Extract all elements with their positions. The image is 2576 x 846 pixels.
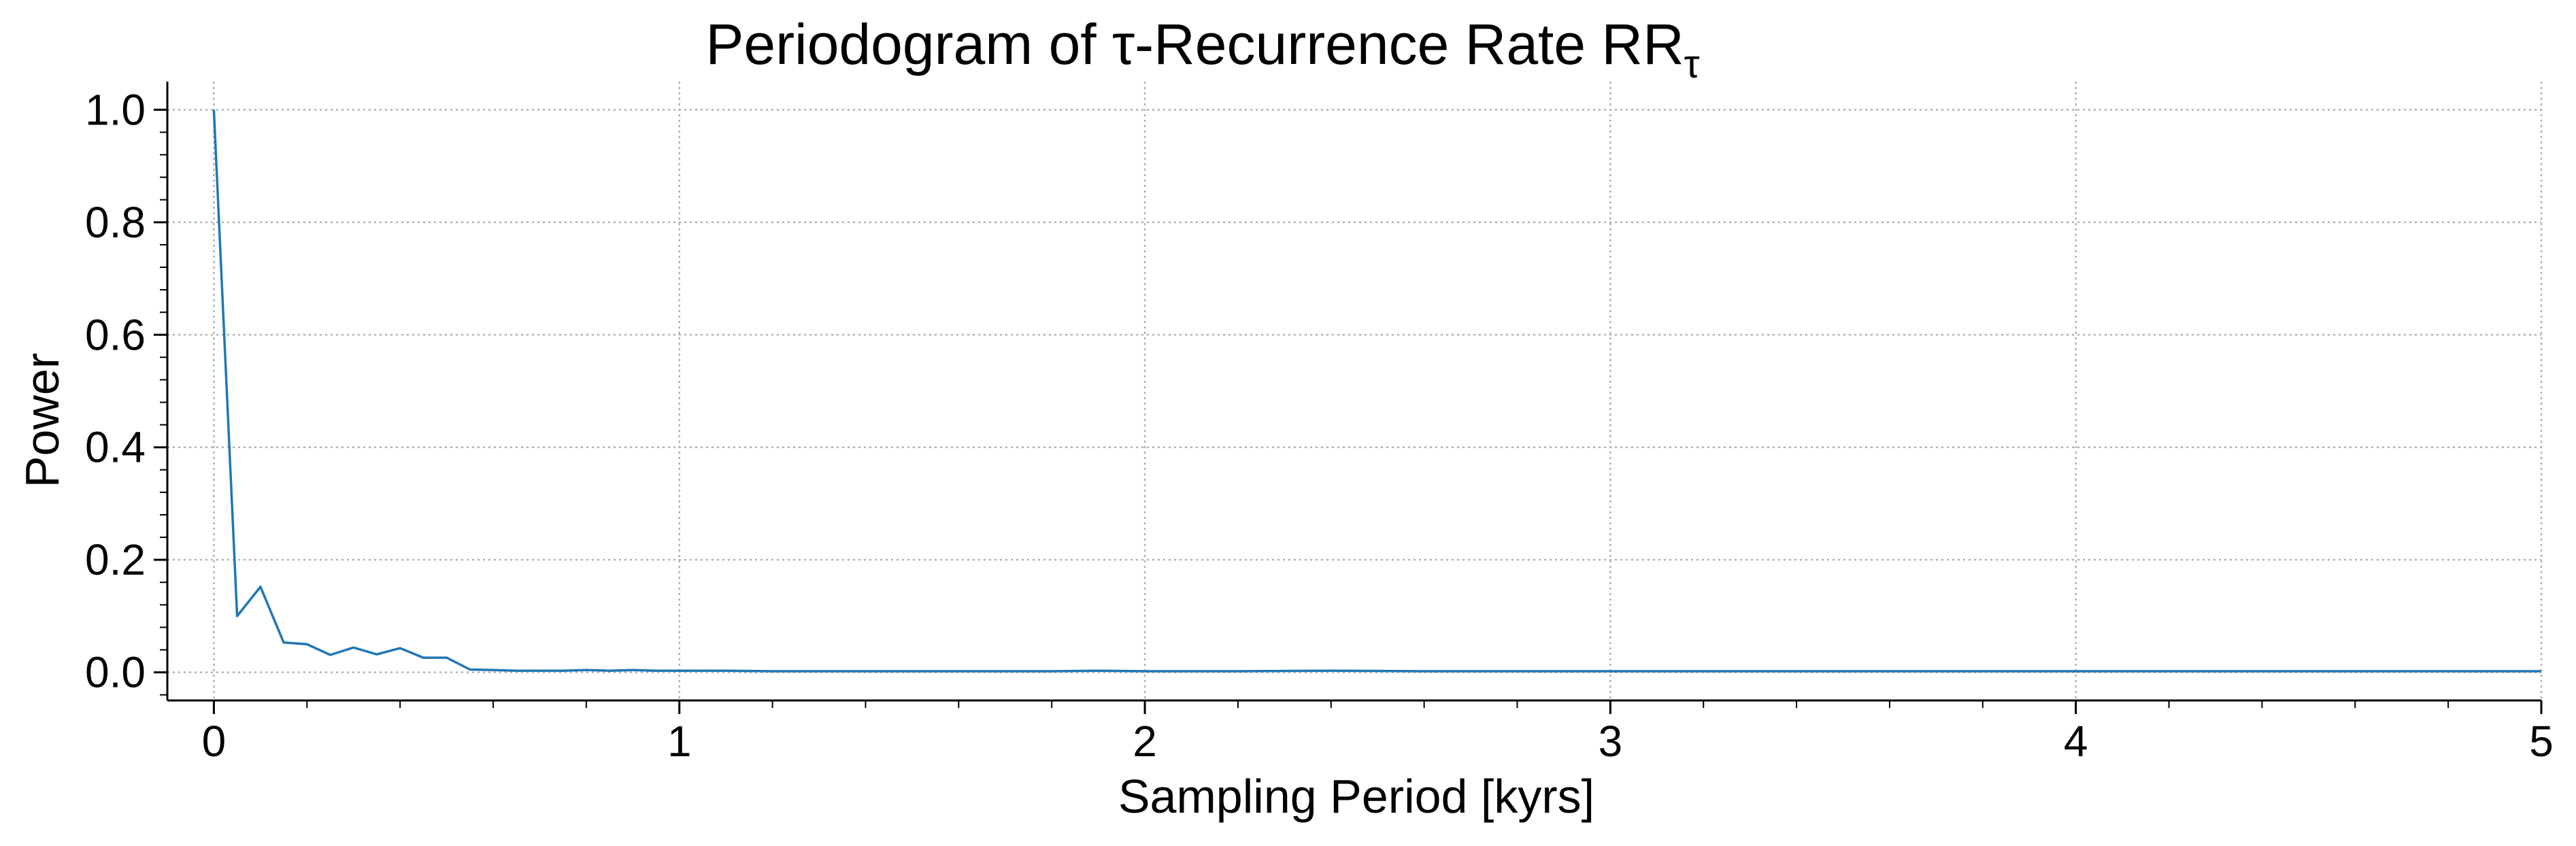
y-tick-label: 0.4: [85, 423, 146, 472]
x-tick-label: 4: [2064, 717, 2088, 766]
x-tick-label: 5: [2529, 717, 2554, 766]
y-axis-label: Power: [16, 353, 69, 488]
grid: [167, 82, 2543, 700]
y-tick-label: 0.8: [85, 198, 146, 247]
x-tick-label: 3: [1599, 717, 1623, 766]
y-tick-label: 1.0: [85, 85, 146, 134]
y-tick-label: 0.2: [85, 535, 146, 584]
x-tick-label: 1: [667, 717, 692, 766]
axes: [166, 82, 2541, 702]
y-tick-label: 0.0: [85, 648, 146, 697]
x-axis-label: Sampling Period [kyrs]: [1118, 770, 1594, 823]
y-tick-label: 0.6: [85, 310, 146, 359]
chart-title: Periodogram of τ-Recurrence Rate RRτ: [705, 12, 1699, 86]
x-tick-label: 2: [1133, 717, 1157, 766]
ticks: 0 1 2 3 4 5 0.0 0.2 0.4 0.6 0.8 1.0: [85, 85, 2554, 766]
power-series-line: [212, 109, 2541, 673]
x-tick-label: 0: [202, 717, 227, 766]
series-layer: [212, 109, 2541, 673]
